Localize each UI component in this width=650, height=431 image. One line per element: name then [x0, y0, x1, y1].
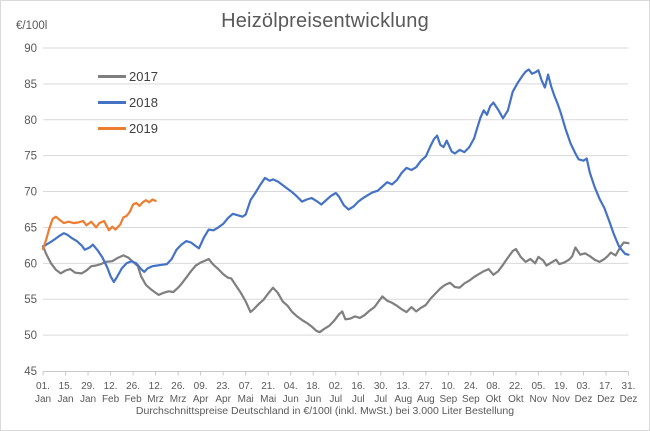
x-tick-label-month: Aug: [417, 394, 435, 405]
y-tick-label-85: 85: [24, 79, 37, 91]
legend-item-2017: 2017: [98, 63, 158, 89]
x-tick-label-day: 22.: [509, 381, 523, 392]
x-tick-label-month: Apr: [193, 394, 209, 405]
x-tick-label-day: 08.: [486, 381, 500, 392]
x-tick-label-day: 02.: [329, 381, 343, 392]
legend-label-2018: 2018: [129, 94, 158, 110]
legend-label-2019: 2019: [129, 120, 158, 136]
legend-item-2019: 2019: [98, 115, 158, 141]
x-tick-label-month: Feb: [124, 394, 142, 405]
x-tick-label-day: 23.: [216, 381, 230, 392]
x-tick-label-day: 01.: [36, 381, 50, 392]
x-tick-label-day: 07.: [239, 381, 253, 392]
x-tick-label-day: 10.: [441, 381, 455, 392]
x-tick-label-month: Jan: [80, 394, 96, 405]
y-tick-label-45: 45: [24, 366, 37, 378]
x-tick-label-day: 21.: [261, 381, 275, 392]
legend-label-2017: 2017: [129, 68, 158, 84]
x-tick-label-day: 13.: [396, 381, 410, 392]
x-tick-label-day: 03.: [577, 381, 591, 392]
series-line-2018: [41, 68, 630, 284]
y-tick-label-70: 70: [24, 187, 37, 199]
x-tick-label-day: 29.: [81, 381, 95, 392]
x-tick-label-day: 31.: [622, 381, 636, 392]
legend-line-swatch-2017: [98, 74, 126, 78]
y-tick-label-80: 80: [24, 115, 37, 127]
x-tick-label-month: Feb: [102, 394, 120, 405]
y-tick-label-55: 55: [24, 294, 37, 306]
x-tick-label-day: 27.: [419, 381, 433, 392]
x-tick-label-day: 30.: [374, 381, 388, 392]
x-tick-label-month: Okt: [486, 394, 502, 405]
legend-item-2018: 2018: [98, 89, 158, 115]
x-tick-label-month: Jul: [374, 394, 387, 405]
chart-title: Heizölpreisentwicklung: [221, 10, 429, 32]
x-tick-label-day: 12.: [149, 381, 163, 392]
legend-line-swatch-2019: [98, 126, 126, 130]
x-tick-label-month: Dez: [597, 394, 615, 405]
x-tick-label-month: Dez: [575, 394, 593, 405]
x-tick-label-month: Mrz: [147, 394, 164, 405]
x-tick-label-month: Jan: [57, 394, 73, 405]
x-tick-label-day: 12.: [104, 381, 118, 392]
x-tick-label-month: Dez: [620, 394, 638, 405]
x-tick-label-day: 04.: [284, 381, 298, 392]
y-tick-label-75: 75: [24, 151, 37, 163]
x-tick-label-month: Nov: [552, 394, 570, 405]
x-tick-label-day: 17.: [599, 381, 613, 392]
x-tick-label-day: 09.: [194, 381, 208, 392]
x-tick-label-day: 19.: [554, 381, 568, 392]
legend: 2017 2018 2019: [98, 63, 158, 141]
series-line-2017: [41, 241, 630, 334]
x-tick-label-month: Jun: [305, 394, 321, 405]
x-tick-label-day: 26.: [171, 381, 185, 392]
x-tick-label-month: Sep: [439, 394, 457, 405]
legend-line-swatch-2018: [98, 100, 126, 104]
x-tick-label-day: 16.: [351, 381, 365, 392]
y-tick-label-65: 65: [24, 222, 37, 234]
x-tick-label-day: 15.: [59, 381, 73, 392]
y-tick-label-60: 60: [24, 258, 37, 270]
series-line-2019: [41, 198, 157, 251]
x-tick-label-month: Mrz: [170, 394, 187, 405]
x-tick-label-month: Mai: [260, 394, 276, 405]
x-axis-title: Durchschnittspreise Deutschland in €/100…: [135, 405, 515, 417]
y-tick-label-90: 90: [24, 43, 37, 55]
y-axis-unit-label: €/100l: [16, 20, 48, 32]
x-tick-label-day: 26.: [126, 381, 140, 392]
x-tick-label-month: Okt: [508, 394, 524, 405]
x-tick-label-month: Aug: [394, 394, 412, 405]
x-tick-label-month: Jul: [352, 394, 365, 405]
x-tick-label-month: Mai: [238, 394, 254, 405]
x-tick-label-month: Nov: [530, 394, 548, 405]
x-tick-label-month: Jul: [329, 394, 342, 405]
y-tick-label-50: 50: [24, 330, 37, 342]
x-tick-label-month: Apr: [215, 394, 231, 405]
x-tick-label-month: Jan: [35, 394, 51, 405]
x-tick-label-month: Jun: [283, 394, 299, 405]
x-tick-label-day: 18.: [306, 381, 320, 392]
x-tick-label-month: Sep: [462, 394, 480, 405]
x-tick-label-day: 05.: [531, 381, 545, 392]
x-tick-label-day: 24.: [464, 381, 478, 392]
